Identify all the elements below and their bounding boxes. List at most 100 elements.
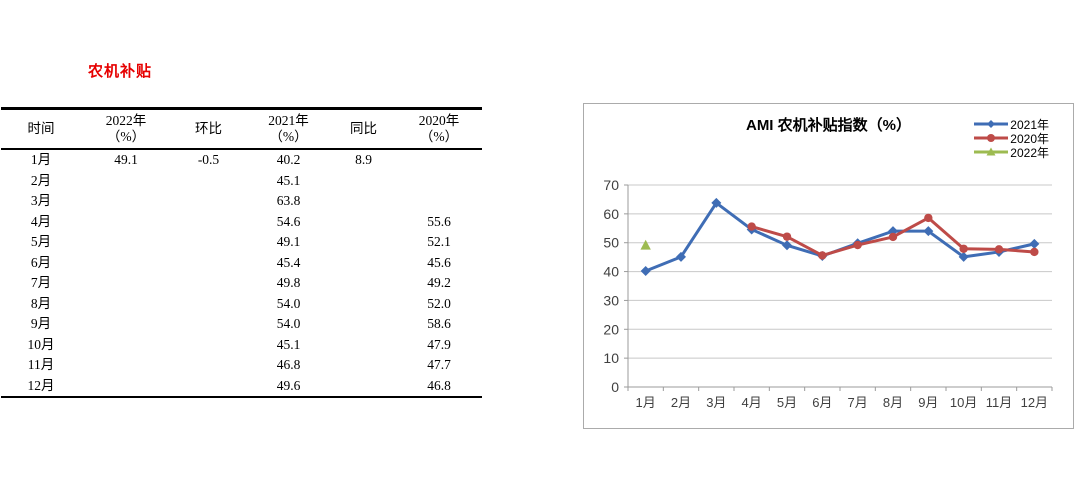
table-cell: 45.6 [427, 254, 451, 270]
column-header-y2020: 2020年 （%） [418, 112, 460, 144]
legend-marker-icon [974, 134, 1009, 142]
table-body: 1月 49.1 -0.5 40.2 8.9 2月 45.1 3月 63.8 4月 54.6 55.6 5… [1, 149, 482, 397]
table-cell: -0.5 [197, 152, 220, 167]
table-cell [331, 294, 396, 315]
table-row: 1月 49.1 -0.5 40.2 8.9 [1, 149, 482, 171]
table-cell [171, 191, 246, 212]
chart-title: AMI 农机补贴指数（%） [745, 117, 911, 134]
table-cell [331, 335, 396, 356]
table-cell [81, 294, 171, 315]
table-cell [331, 376, 396, 398]
svg-text:40: 40 [603, 264, 619, 280]
table-cell [171, 355, 246, 376]
table-cell: 49.2 [427, 275, 451, 290]
table-header-row: 时间 2022年 （%） 环比 2021年 （%） 同比 2020年 （%） [1, 109, 482, 149]
table-cell [171, 335, 246, 356]
table-cell: 47.7 [427, 357, 451, 372]
table-cell [81, 232, 171, 253]
svg-text:2月: 2月 [671, 395, 691, 410]
table-cell [81, 273, 171, 294]
table-cell: 8.9 [355, 152, 372, 167]
table-cell: 9月 [30, 316, 52, 331]
table-cell [81, 191, 171, 212]
table-cell: 6月 [30, 254, 52, 270]
table-cell [81, 314, 171, 335]
table-cell: 63.8 [276, 193, 301, 208]
legend-item-2021年: 2021年 [973, 117, 1049, 132]
table-cell [396, 191, 482, 212]
svg-text:20: 20 [603, 321, 619, 337]
column-header-yoy: 同比 [350, 120, 377, 136]
table-cell [81, 171, 171, 192]
table-row: 5月 49.1 52.1 [1, 232, 482, 253]
table-cell [331, 212, 396, 233]
table-cell: 49.1 [114, 152, 138, 167]
table-cell: 5月 [30, 234, 52, 249]
table-row: 11月 46.8 47.7 [1, 355, 482, 376]
svg-text:50: 50 [603, 235, 619, 251]
table-row: 9月 54.0 58.6 [1, 314, 482, 335]
svg-text:3月: 3月 [706, 395, 726, 410]
table-title: 农机补贴 [88, 63, 153, 80]
svg-text:0: 0 [611, 379, 619, 395]
table-cell: 11月 [27, 357, 55, 372]
chart-legend: 2021年 2020年 2022年 [973, 117, 1049, 160]
svg-text:1月: 1月 [636, 395, 656, 410]
table-cell: 4月 [30, 213, 52, 229]
svg-text:10月: 10月 [950, 395, 977, 410]
table-cell: 58.6 [427, 316, 451, 331]
table-cell [171, 376, 246, 398]
table-cell [331, 232, 396, 253]
table-cell: 10月 [27, 336, 55, 352]
table-row: 6月 45.4 45.6 [1, 253, 482, 274]
chart: AMI 农机补贴指数（%） 2021年 2020年 2022年 0 10 20 30 40 5… [583, 103, 1074, 429]
svg-text:70: 70 [603, 177, 619, 193]
table-cell [171, 232, 246, 253]
table-row: 10月 45.1 47.9 [1, 335, 482, 356]
svg-text:11月: 11月 [986, 395, 1013, 410]
table-cell [81, 355, 171, 376]
table-cell [331, 273, 396, 294]
legend-item-2022年: 2022年 [973, 145, 1049, 160]
table-cell: 3月 [30, 193, 52, 208]
table-cell: 54.6 [276, 213, 301, 229]
table-cell: 46.8 [427, 377, 451, 393]
table-cell: 46.8 [276, 357, 301, 372]
legend-label: 2022年 [1010, 145, 1049, 160]
svg-text:4月: 4月 [742, 395, 762, 410]
table-row: 3月 63.8 [1, 191, 482, 212]
svg-text:7月: 7月 [848, 395, 868, 410]
column-header-y2021: 2021年 （%） [268, 112, 309, 144]
svg-text:9月: 9月 [918, 395, 938, 410]
table-cell: 45.1 [276, 172, 301, 188]
table-cell: 12月 [27, 377, 55, 393]
table-row: 7月 49.8 49.2 [1, 273, 482, 294]
table-cell: 45.1 [276, 336, 301, 352]
table-cell [81, 212, 171, 233]
table-cell: 54.0 [276, 316, 301, 331]
legend-label: 2020年 [1010, 131, 1049, 146]
table-cell [171, 171, 246, 192]
table-cell [81, 253, 171, 274]
table-cell [171, 294, 246, 315]
svg-text:60: 60 [603, 206, 619, 222]
legend-marker-icon [974, 147, 1009, 156]
table-cell [331, 253, 396, 274]
svg-text:30: 30 [603, 292, 619, 308]
table-cell: 45.4 [276, 254, 301, 270]
table-cell: 49.8 [276, 275, 301, 290]
table-cell [396, 171, 482, 192]
column-header-mom: 环比 [195, 120, 222, 136]
table-cell [171, 212, 246, 233]
column-header-time: 时间 [27, 120, 55, 136]
table-cell [171, 314, 246, 335]
table-cell: 2月 [30, 172, 52, 188]
table-cell [396, 149, 482, 171]
table-cell [331, 355, 396, 376]
table-cell: 55.6 [427, 213, 451, 229]
legend-item-2020年: 2020年 [973, 131, 1049, 146]
plot-svg: 0 10 20 30 40 50 60 70 1月 2月 3月 4月 5月 6月 7月 8月 9月 10月 11月 1… [603, 177, 1053, 410]
svg-text:10: 10 [603, 350, 619, 366]
table-cell: 52.1 [427, 234, 451, 249]
